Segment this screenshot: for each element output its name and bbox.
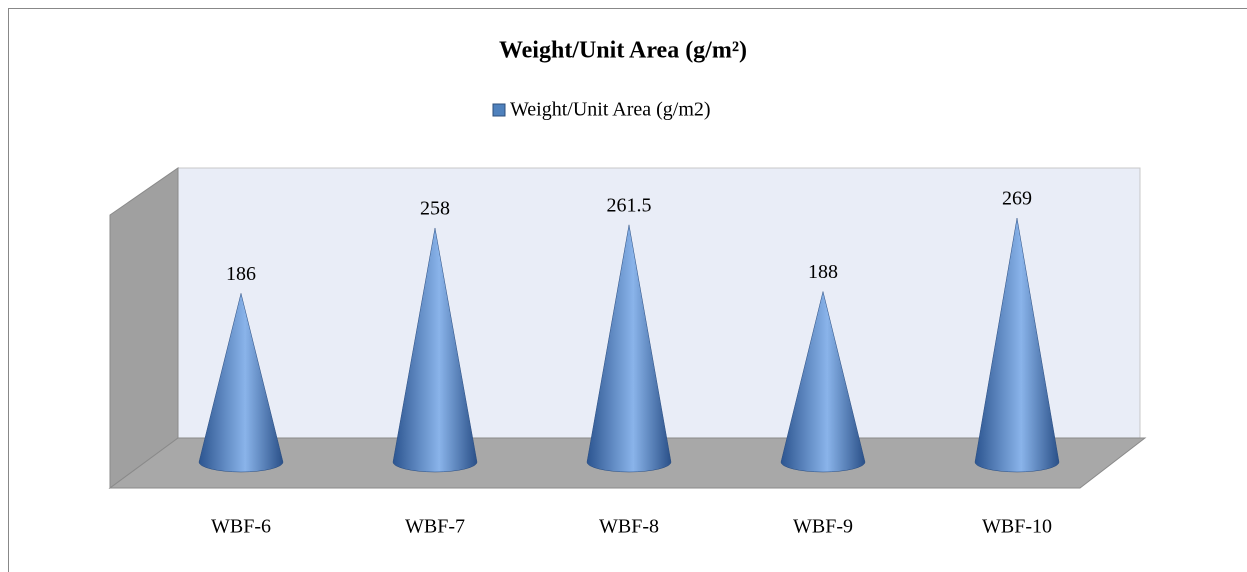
cone <box>780 291 866 473</box>
cone <box>586 224 672 473</box>
value-label: 261.5 <box>607 194 652 216</box>
x-tick-label: WBF-9 <box>793 516 853 538</box>
x-tick-label: WBF-7 <box>405 516 465 538</box>
x-tick-label: WBF-6 <box>211 516 271 538</box>
cone <box>974 217 1060 473</box>
chart-title: Weight/Unit Area (g/m²) <box>499 38 747 64</box>
value-label: 269 <box>1002 188 1032 210</box>
x-tick-label: WBF-10 <box>982 516 1052 538</box>
cone <box>392 227 478 473</box>
legend-label: Weight/Unit Area (g/m2) <box>510 99 711 121</box>
x-tick-label: WBF-8 <box>599 516 659 538</box>
value-label: 258 <box>420 198 450 220</box>
value-label: 188 <box>808 261 838 283</box>
side-wall <box>109 167 179 489</box>
value-label: 186 <box>226 263 256 285</box>
legend-swatch <box>492 103 506 117</box>
cone <box>198 293 284 473</box>
